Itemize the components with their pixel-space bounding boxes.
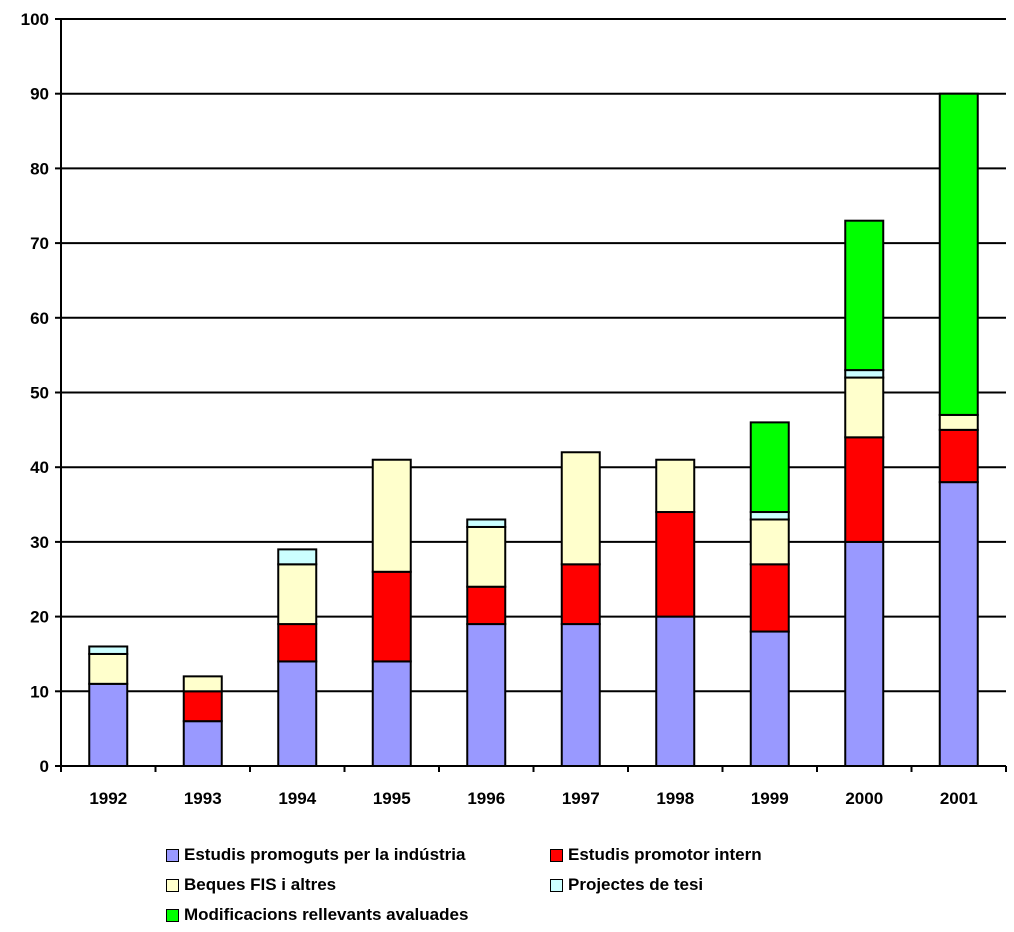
y-tick-label: 70 xyxy=(30,234,49,253)
legend-swatch xyxy=(166,908,179,922)
bar-segment xyxy=(88,652,129,685)
bar-segment xyxy=(844,436,885,543)
x-tick-labels: 1992 1993 1994 1995 1996 1997 1998 1999 2000 2001 xyxy=(89,789,977,808)
legend-item: Beques FIS i altres xyxy=(166,875,336,895)
y-tick-label: 40 xyxy=(30,458,49,477)
legend-swatch xyxy=(166,848,179,862)
bar-segment xyxy=(371,570,412,663)
x-tick-label: 1999 xyxy=(751,789,789,808)
bar-segment xyxy=(655,458,696,514)
legend-item: Projectes de tesi xyxy=(550,875,703,895)
x-tick-label: 1994 xyxy=(278,789,316,808)
bar-segment xyxy=(466,623,507,767)
y-tick-label: 10 xyxy=(30,682,49,701)
bar-segment xyxy=(749,518,790,566)
bar-segment xyxy=(560,451,601,566)
bar-segment xyxy=(560,623,601,767)
bar-segment xyxy=(844,540,885,768)
legend-swatch xyxy=(550,848,563,862)
bar-segment xyxy=(844,369,885,379)
bar-segment xyxy=(749,421,790,514)
x-tick-label: 1993 xyxy=(184,789,222,808)
legend-swatch xyxy=(166,878,179,892)
bar-segment xyxy=(938,413,979,431)
legend-item: Estudis promoguts per la indústria xyxy=(166,845,465,865)
bar-segment xyxy=(938,428,979,484)
y-tick-label: 80 xyxy=(30,159,49,178)
legend-label: Estudis promoguts per la indústria xyxy=(184,845,466,864)
bar-segment xyxy=(182,675,223,693)
bar-segment xyxy=(844,219,885,372)
bar-segment xyxy=(655,511,696,618)
x-tick-label: 1996 xyxy=(467,789,505,808)
x-tick-label: 1995 xyxy=(373,789,411,808)
bar-segment xyxy=(88,682,129,768)
bar-segment xyxy=(88,645,129,655)
y-tick-label: 50 xyxy=(30,384,49,403)
bar-segment xyxy=(749,563,790,633)
bar-segment xyxy=(466,585,507,626)
y-tick-label: 90 xyxy=(30,85,49,104)
y-tick-labels: 0 10 20 30 40 50 60 70 80 90 100 xyxy=(21,10,49,776)
bar-segment xyxy=(277,563,318,626)
legend-item: Estudis promotor intern xyxy=(550,845,762,865)
x-tick-label: 1997 xyxy=(562,789,600,808)
bar-segment xyxy=(371,660,412,767)
legend-label: Modificacions rellevants avaluades xyxy=(184,905,469,924)
legend-swatch xyxy=(550,878,563,892)
bar-segment xyxy=(938,92,979,416)
bar-segment xyxy=(182,720,223,767)
bar-segment xyxy=(371,458,412,573)
bar-segment xyxy=(277,548,318,566)
y-tick-label: 0 xyxy=(40,757,49,776)
legend-label: Estudis promotor intern xyxy=(568,845,762,864)
y-tick-label: 100 xyxy=(21,10,49,29)
y-tick-label: 20 xyxy=(30,608,49,627)
gridlines xyxy=(61,18,1006,693)
x-tick-label: 1998 xyxy=(656,789,694,808)
x-tick-label: 2000 xyxy=(845,789,883,808)
bar-segment xyxy=(655,615,696,767)
bar-segment xyxy=(277,623,318,663)
legend-label: Beques FIS i altres xyxy=(184,875,337,894)
axes xyxy=(55,18,1007,772)
bar-segment xyxy=(277,660,318,767)
bars xyxy=(88,92,979,768)
bar-segment xyxy=(182,690,223,723)
legend: Estudis promoguts per la indústria Estud… xyxy=(166,838,866,928)
y-tick-label: 30 xyxy=(30,533,49,552)
bar-segment xyxy=(749,511,790,521)
bar-segment xyxy=(844,376,885,439)
bar-segment xyxy=(560,563,601,626)
bar-segment xyxy=(749,630,790,767)
bar-segment xyxy=(466,518,507,528)
x-tick-label: 1992 xyxy=(89,789,127,808)
y-tick-label: 60 xyxy=(30,309,49,328)
bar-segment xyxy=(938,481,979,767)
legend-label: Projectes de tesi xyxy=(568,875,704,894)
bar-segment xyxy=(466,525,507,588)
legend-item: Modificacions rellevants avaluades xyxy=(166,905,468,925)
x-tick-label: 2001 xyxy=(940,789,978,808)
